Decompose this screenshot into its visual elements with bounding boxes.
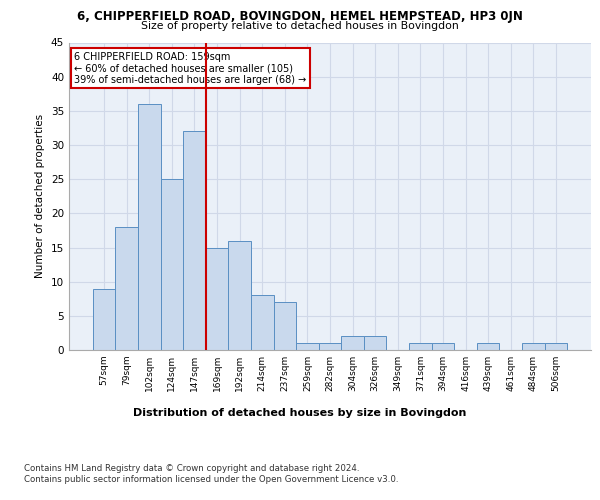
Bar [161, 179, 183, 350]
Text: Contains public sector information licensed under the Open Government Licence v3: Contains public sector information licen… [24, 475, 398, 484]
Text: Size of property relative to detached houses in Bovingdon: Size of property relative to detached ho… [141, 21, 459, 31]
Bar [364, 336, 386, 350]
Bar [409, 343, 431, 350]
Text: 6 CHIPPERFIELD ROAD: 159sqm
← 60% of detached houses are smaller (105)
39% of se: 6 CHIPPERFIELD ROAD: 159sqm ← 60% of det… [74, 52, 307, 85]
Text: Contains HM Land Registry data © Crown copyright and database right 2024.: Contains HM Land Registry data © Crown c… [24, 464, 359, 473]
Y-axis label: Number of detached properties: Number of detached properties [35, 114, 46, 278]
Bar [183, 132, 206, 350]
Bar [251, 296, 274, 350]
Bar [138, 104, 161, 350]
Bar [296, 343, 319, 350]
Bar [341, 336, 364, 350]
Text: Distribution of detached houses by size in Bovingdon: Distribution of detached houses by size … [133, 408, 467, 418]
Bar [319, 343, 341, 350]
Bar [229, 240, 251, 350]
Bar [93, 288, 115, 350]
Bar [545, 343, 567, 350]
Text: 6, CHIPPERFIELD ROAD, BOVINGDON, HEMEL HEMPSTEAD, HP3 0JN: 6, CHIPPERFIELD ROAD, BOVINGDON, HEMEL H… [77, 10, 523, 23]
Bar [274, 302, 296, 350]
Bar [431, 343, 454, 350]
Bar [522, 343, 545, 350]
Bar [115, 227, 138, 350]
Bar [206, 248, 229, 350]
Bar [477, 343, 499, 350]
